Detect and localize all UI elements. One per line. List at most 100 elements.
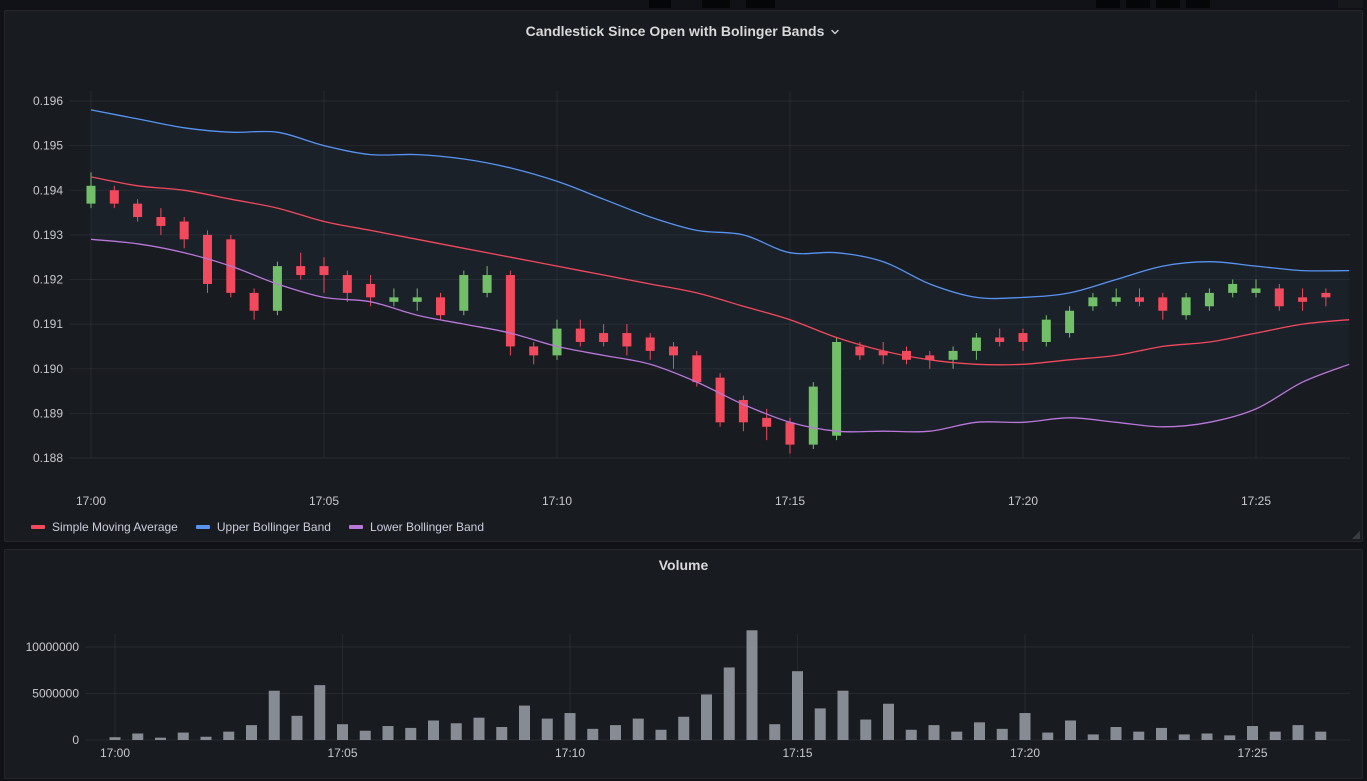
candle-body <box>86 185 96 204</box>
volume-bar <box>1269 731 1281 740</box>
svg-text:17:25: 17:25 <box>1237 746 1267 760</box>
candle <box>459 270 469 316</box>
volume-bar <box>974 722 985 740</box>
volume-bar <box>109 737 121 740</box>
candle-body <box>878 350 888 356</box>
volume-bar <box>428 720 439 740</box>
svg-text:17:05: 17:05 <box>327 746 357 760</box>
candle-body <box>156 217 166 226</box>
svg-text:0.196: 0.196 <box>33 94 63 108</box>
candle <box>203 230 212 293</box>
volume-panel-header[interactable]: Volume <box>5 550 1362 580</box>
legend-label: Lower Bollinger Band <box>369 520 485 534</box>
candle-body <box>1065 310 1075 334</box>
candle <box>1274 283 1284 311</box>
candle <box>785 417 795 454</box>
candle-body <box>1228 283 1238 293</box>
candle-body <box>855 346 865 356</box>
candle <box>1135 288 1144 307</box>
volume-bar <box>405 727 417 740</box>
toolbar-button-fragment[interactable] <box>649 0 671 8</box>
candle-body <box>366 283 376 298</box>
candle-body <box>179 221 189 240</box>
candlestick-legend: Simple Moving Average Upper Bollinger Ba… <box>31 520 484 534</box>
toolbar-button-fragment[interactable] <box>1156 0 1180 8</box>
volume-chart[interactable]: 0 5000000 10000000 17:00 17:05 17:10 17:15 17:2… <box>5 580 1362 779</box>
candle <box>622 324 632 356</box>
svg-text:5000000: 5000000 <box>32 687 79 701</box>
volume-bar <box>1087 734 1099 740</box>
candle <box>109 185 119 209</box>
svg-text:17:20: 17:20 <box>1010 746 1040 760</box>
legend-swatch-lower-band <box>348 525 363 529</box>
volume-bar <box>769 724 781 740</box>
candle-body <box>1274 288 1284 307</box>
chevron-down-icon <box>829 26 841 38</box>
volume-bar <box>541 718 553 740</box>
volume-panel-title[interactable]: Volume <box>658 557 709 573</box>
candle-body <box>389 297 399 302</box>
toolbar-button-fragment[interactable] <box>1096 0 1120 8</box>
candle <box>1204 288 1214 311</box>
svg-text:17:10: 17:10 <box>542 494 572 508</box>
candle <box>482 266 492 298</box>
lower-bollinger-line <box>90 238 1350 433</box>
svg-text:0.189: 0.189 <box>33 406 63 420</box>
toolbar-button-fragment[interactable] <box>702 0 730 8</box>
volume-bar <box>655 729 667 740</box>
candlestick-panel: Candlestick Since Open with Bolinger Ban… <box>4 10 1363 542</box>
svg-text:17:15: 17:15 <box>782 746 812 760</box>
candle <box>179 217 189 249</box>
volume-bar <box>701 694 712 740</box>
volume-bar <box>1042 732 1054 740</box>
candlestick-panel-header[interactable]: Candlestick Since Open with Bolinger Ban… <box>5 11 1362 45</box>
candle <box>878 341 888 365</box>
volume-bar <box>155 737 166 740</box>
volume-bar <box>678 716 690 740</box>
candle-body <box>342 275 352 293</box>
svg-text:0.188: 0.188 <box>33 451 63 465</box>
toolbar-button-fragment[interactable] <box>1126 0 1150 8</box>
candle <box>342 270 352 302</box>
candle-body <box>1204 292 1214 307</box>
legend-item-upper-band[interactable]: Upper Bollinger Band <box>195 520 331 534</box>
toolbar-button-fragment[interactable] <box>1338 0 1363 8</box>
volume-bar <box>1110 726 1122 740</box>
candle <box>575 319 585 347</box>
candle <box>249 288 259 320</box>
candle <box>1065 306 1075 338</box>
legend-label: Simple Moving Average <box>52 520 178 534</box>
candle-body <box>669 346 678 356</box>
toolbar-button-fragment[interactable] <box>746 0 775 8</box>
candle <box>296 252 306 280</box>
svg-text:0.192: 0.192 <box>33 273 63 287</box>
candle-body <box>109 190 119 204</box>
candle <box>599 324 609 347</box>
candle <box>971 333 981 360</box>
candle-body <box>832 341 842 436</box>
candle <box>272 261 282 316</box>
volume-bar <box>564 713 576 740</box>
volume-bar <box>587 728 599 740</box>
svg-text:17:10: 17:10 <box>555 746 585 760</box>
candle <box>738 395 748 432</box>
volume-panel: Volume 0 5000000 10000000 17:00 17:05 17:10 17… <box>4 549 1363 779</box>
panel-resize-handle[interactable] <box>1352 531 1360 539</box>
candle-body <box>412 297 422 302</box>
candle-body <box>808 386 818 445</box>
candle-body <box>319 266 329 276</box>
candle <box>389 288 399 307</box>
candle-body <box>785 422 795 445</box>
candlestick-panel-title[interactable]: Candlestick Since Open with Bolinger Ban… <box>525 23 825 39</box>
x-axis-labels: 17:00 17:05 17:10 17:15 17:20 17:25 <box>100 746 1268 760</box>
volume-bar <box>1292 725 1304 740</box>
toolbar-button-fragment[interactable] <box>1186 0 1210 8</box>
legend-item-lower-band[interactable]: Lower Bollinger Band <box>348 520 485 534</box>
volume-bar <box>1156 727 1167 740</box>
legend-item-sma[interactable]: Simple Moving Average <box>31 520 178 534</box>
candle <box>995 328 1005 347</box>
candle <box>645 333 655 360</box>
candlestick-chart[interactable]: 0.188 0.189 0.190 0.191 0.192 0.193 0.194 0.195… <box>5 45 1362 519</box>
candle <box>1228 279 1238 298</box>
